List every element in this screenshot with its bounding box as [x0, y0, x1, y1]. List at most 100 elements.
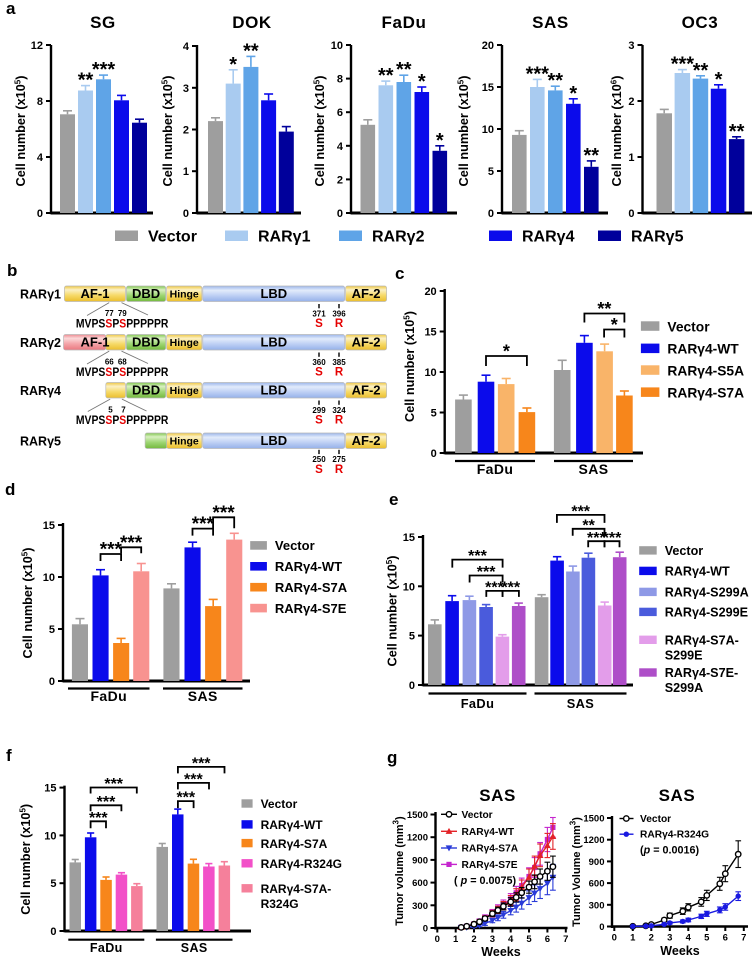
- svg-text:***: ***: [477, 564, 496, 581]
- svg-text:RARγ4-WT: RARγ4-WT: [667, 342, 739, 357]
- svg-text:Cell number (x105): Cell number (x105): [385, 556, 400, 667]
- svg-text:299: 299: [312, 406, 326, 415]
- svg-text:RARγ4-S7E: RARγ4-S7E: [275, 601, 347, 616]
- svg-text:LBD: LBD: [260, 383, 287, 398]
- svg-text:RARγ4-S7A: RARγ4-S7A: [261, 837, 328, 851]
- svg-text:1: 1: [628, 152, 634, 164]
- svg-text:SAS: SAS: [567, 696, 595, 711]
- svg-text:Cell number (x105): Cell number (x105): [457, 76, 472, 187]
- svg-text:Cell number (x105): Cell number (x105): [403, 311, 418, 422]
- svg-text:1: 1: [630, 933, 636, 944]
- svg-text:***: ***: [184, 772, 203, 789]
- svg-text:*: *: [436, 130, 444, 152]
- svg-text:SAS: SAS: [188, 688, 218, 704]
- svg-text:68: 68: [118, 358, 127, 367]
- svg-text:**: **: [396, 59, 412, 81]
- svg-text:Tumor Volume (mm3): Tumor Volume (mm3): [569, 817, 584, 927]
- svg-text:DBD: DBD: [132, 335, 160, 350]
- svg-text:Vector: Vector: [462, 810, 493, 821]
- svg-text:0: 0: [337, 208, 343, 220]
- svg-text:5: 5: [50, 878, 56, 890]
- svg-text:MVPSSPSPPPPPR: MVPSSPSPPPPPR: [76, 365, 169, 379]
- svg-text:LBD: LBD: [260, 335, 287, 350]
- svg-text:e: e: [389, 490, 398, 509]
- svg-text:7: 7: [563, 934, 568, 945]
- svg-text:**: **: [378, 65, 394, 87]
- svg-text:0: 0: [49, 676, 55, 688]
- svg-text:AF-2: AF-2: [352, 383, 381, 398]
- svg-text:Weeks: Weeks: [660, 944, 699, 958]
- svg-text:*: *: [715, 69, 723, 91]
- svg-text:SAS: SAS: [181, 941, 208, 955]
- svg-text:10: 10: [44, 830, 56, 842]
- svg-text:b: b: [7, 261, 17, 280]
- svg-text:10: 10: [331, 40, 343, 52]
- svg-text:SAS: SAS: [532, 13, 569, 32]
- svg-text:Cell number (x106): Cell number (x106): [610, 76, 625, 187]
- svg-text:15: 15: [44, 783, 56, 795]
- svg-text:2: 2: [337, 174, 343, 186]
- svg-text:1200: 1200: [583, 835, 604, 846]
- svg-text:2: 2: [628, 96, 634, 108]
- svg-text:4: 4: [337, 141, 344, 153]
- svg-text:***: ***: [213, 503, 236, 524]
- svg-text:S: S: [315, 318, 323, 330]
- svg-text:( p = 0.0075): ( p = 0.0075): [454, 875, 517, 887]
- svg-text:AF-2: AF-2: [352, 433, 381, 448]
- svg-text:Cell number (x105): Cell number (x105): [14, 76, 29, 187]
- svg-text:324: 324: [332, 406, 346, 415]
- svg-text:*: *: [569, 83, 577, 105]
- svg-text:4: 4: [37, 152, 44, 164]
- svg-text:RARγ5: RARγ5: [20, 435, 61, 449]
- svg-text:*: *: [229, 54, 237, 76]
- svg-text:FaDu: FaDu: [461, 696, 495, 711]
- svg-text:***: ***: [192, 514, 215, 535]
- svg-text:DBD: DBD: [132, 286, 160, 301]
- svg-text:RARγ4-S5A: RARγ4-S5A: [667, 363, 744, 378]
- svg-text:RARγ4-S299A: RARγ4-S299A: [665, 586, 749, 600]
- svg-text:***: ***: [603, 530, 622, 547]
- svg-text:RARγ4-S299E: RARγ4-S299E: [665, 606, 748, 620]
- svg-text:0: 0: [37, 208, 43, 220]
- svg-text:5: 5: [526, 934, 532, 945]
- svg-text:DOK: DOK: [232, 13, 272, 32]
- svg-text:Vector: Vector: [261, 797, 298, 811]
- svg-text:Hinge: Hinge: [170, 436, 199, 448]
- svg-text:66: 66: [105, 358, 114, 367]
- svg-text:a: a: [6, 0, 16, 18]
- svg-text:RARγ4-S7A-: RARγ4-S7A-: [665, 634, 739, 648]
- svg-text:15: 15: [403, 532, 415, 544]
- svg-text:AF-1: AF-1: [81, 335, 110, 350]
- svg-text:1: 1: [453, 934, 459, 945]
- svg-text:***: ***: [587, 530, 606, 547]
- svg-text:5: 5: [704, 933, 710, 944]
- svg-text:g: g: [387, 748, 397, 767]
- svg-text:6: 6: [723, 933, 728, 944]
- svg-text:f: f: [6, 746, 12, 765]
- svg-text:4: 4: [686, 933, 692, 944]
- svg-text:SAS: SAS: [479, 786, 516, 805]
- svg-text:**: **: [78, 70, 94, 92]
- svg-text:15: 15: [482, 82, 494, 94]
- svg-text:LBD: LBD: [260, 433, 287, 448]
- svg-text:***: ***: [501, 580, 520, 597]
- svg-text:3: 3: [667, 933, 672, 944]
- svg-text:***: ***: [485, 580, 504, 597]
- svg-text:900: 900: [412, 855, 428, 866]
- svg-text:d: d: [5, 480, 15, 499]
- svg-text:R: R: [335, 318, 344, 330]
- svg-text:**: **: [729, 121, 745, 143]
- svg-text:Vector: Vector: [665, 544, 704, 558]
- svg-text:79: 79: [118, 309, 127, 318]
- svg-text:1200: 1200: [407, 833, 428, 844]
- svg-text:396: 396: [332, 309, 346, 318]
- svg-text:Cell number (x105): Cell number (x105): [19, 804, 34, 915]
- svg-text:900: 900: [589, 857, 605, 868]
- svg-text:Vector: Vector: [275, 538, 315, 553]
- svg-text:AF-2: AF-2: [352, 286, 381, 301]
- svg-text:3: 3: [183, 83, 189, 95]
- svg-text:***: ***: [671, 54, 695, 76]
- svg-text:RARγ4-WT: RARγ4-WT: [462, 827, 515, 838]
- svg-text:275: 275: [332, 455, 346, 464]
- svg-text:1500: 1500: [583, 814, 604, 825]
